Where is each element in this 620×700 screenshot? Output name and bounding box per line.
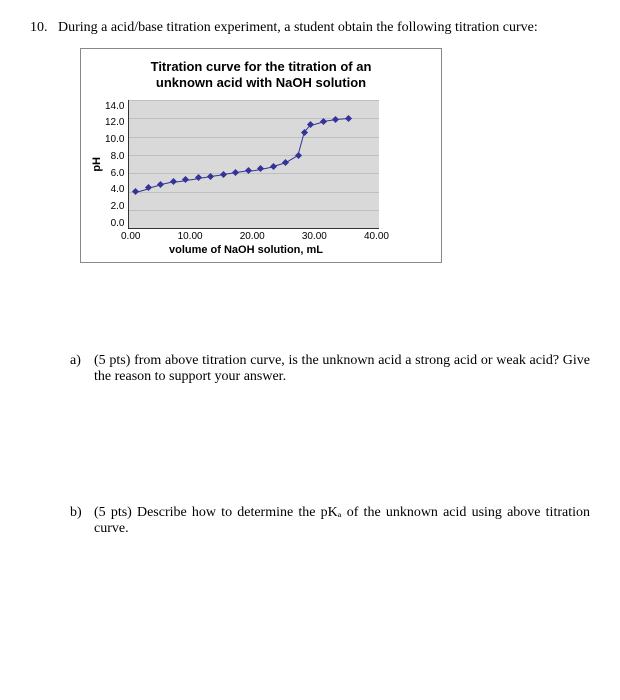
x-tick: 40.00 xyxy=(364,231,389,242)
x-tick: 30.00 xyxy=(302,231,327,242)
x-tick: 20.00 xyxy=(240,231,265,242)
y-tick: 4.0 xyxy=(105,184,124,195)
y-tick: 8.0 xyxy=(105,151,124,162)
y-tick: 14.0 xyxy=(105,101,124,112)
data-marker xyxy=(157,181,164,188)
part-a-text: (5 pts) from above titration curve, is t… xyxy=(94,353,590,385)
x-axis-label: volume of NaOH solution, mL xyxy=(121,244,371,256)
gridline xyxy=(129,192,379,193)
chart-title: Titration curve for the titration of an … xyxy=(91,59,431,90)
data-marker xyxy=(195,174,202,181)
y-tick: 10.0 xyxy=(105,134,124,145)
plot-area xyxy=(128,100,379,229)
data-marker xyxy=(182,176,189,183)
data-marker xyxy=(270,162,277,169)
x-tick: 0.00 xyxy=(121,231,140,242)
gridline xyxy=(129,100,379,101)
data-marker xyxy=(220,171,227,178)
question-text: During a acid/base titration experiment,… xyxy=(58,20,590,36)
part-a: a) (5 pts) from above titration curve, i… xyxy=(70,353,590,385)
part-b: b) (5 pts) Describe how to determine the… xyxy=(70,505,590,537)
gridline xyxy=(129,137,379,138)
y-tick: 12.0 xyxy=(105,117,124,128)
part-a-label: a) xyxy=(70,353,94,385)
data-marker xyxy=(132,188,139,195)
y-axis-ticks: 14.0 12.0 10.0 8.0 6.0 4.0 2.0 0.0 xyxy=(105,101,124,229)
gridline xyxy=(129,155,379,156)
y-tick: 2.0 xyxy=(105,201,124,212)
x-axis-ticks: 0.00 10.00 20.00 30.00 40.00 xyxy=(121,231,389,242)
titration-chart: Titration curve for the titration of an … xyxy=(80,48,442,263)
data-marker xyxy=(332,116,339,123)
data-marker xyxy=(232,169,239,176)
y-tick: 6.0 xyxy=(105,168,124,179)
data-marker xyxy=(345,115,352,122)
part-b-label: b) xyxy=(70,505,94,537)
gridline xyxy=(129,173,379,174)
data-marker xyxy=(170,178,177,185)
question-header: 10. During a acid/base titration experim… xyxy=(30,20,590,36)
x-tick: 10.00 xyxy=(178,231,203,242)
y-axis-label: pH xyxy=(91,157,103,172)
part-b-text: (5 pts) Describe how to determine the pK… xyxy=(94,505,590,537)
y-tick: 0.0 xyxy=(105,218,124,229)
chart-title-line1: Titration curve for the titration of an xyxy=(151,59,372,74)
data-marker xyxy=(257,165,264,172)
gridline xyxy=(129,210,379,211)
chart-title-line2: unknown acid with NaOH solution xyxy=(156,75,366,90)
question-number: 10. xyxy=(30,20,58,36)
